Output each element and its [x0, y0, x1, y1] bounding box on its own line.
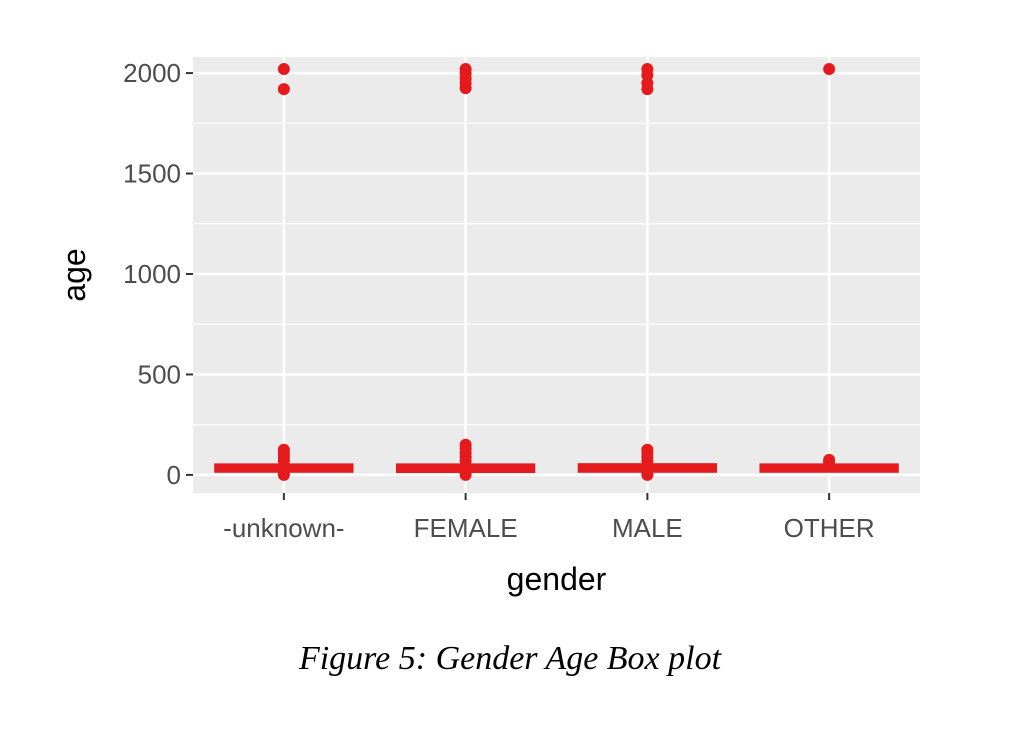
outlier-point: [823, 453, 836, 466]
x-tick-label: FEMALE: [414, 513, 518, 543]
outlier-point: [641, 443, 654, 456]
outlier-point: [277, 443, 290, 456]
outlier-point: [459, 63, 472, 76]
outlier-point: [277, 83, 290, 96]
box-3: [759, 63, 899, 473]
box-series: [214, 63, 899, 481]
outlier-point: [823, 63, 836, 76]
figure-caption: Figure 5: Gender Age Box plot: [298, 640, 722, 677]
grid-lines: [193, 57, 920, 493]
outlier-point: [277, 466, 290, 479]
x-tick-label: OTHER: [784, 513, 875, 543]
y-tick-label: 1000: [123, 259, 181, 289]
box-2: [577, 63, 718, 481]
y-axis-title: age: [56, 248, 92, 301]
y-axis-ticks: 0 500 1000 1500 2000: [123, 58, 193, 490]
x-tick-label: MALE: [612, 513, 683, 543]
outlier-point: [277, 63, 290, 76]
x-axis-title: gender: [507, 561, 607, 597]
x-tick-label: -unknown-: [223, 513, 344, 543]
y-tick-label: 500: [138, 359, 181, 389]
y-tick-label: 0: [167, 460, 181, 490]
outlier-point: [641, 63, 654, 76]
outlier-point: [641, 466, 654, 479]
y-tick-label: 1500: [123, 159, 181, 189]
outlier-point: [459, 438, 472, 451]
x-axis-ticks: -unknown- FEMALE MALE OTHER: [223, 493, 875, 543]
box-plot: 0 500 1000 1500 2000 -unknown- FEMALE MALE OTHE…: [56, 57, 920, 597]
y-tick-label: 2000: [123, 58, 181, 88]
box-1: [395, 63, 536, 481]
box-0: [214, 63, 354, 481]
outlier-point: [459, 466, 472, 479]
